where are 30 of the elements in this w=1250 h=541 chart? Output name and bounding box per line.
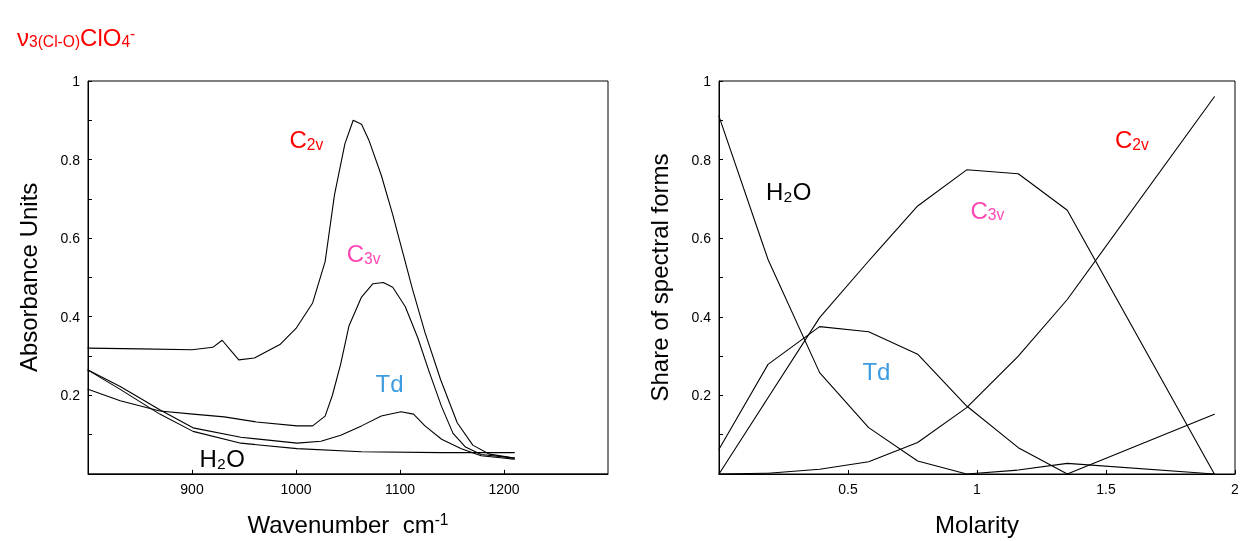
x-tick-label: 0.5 xyxy=(838,481,858,497)
x-tick-label: 1.5 xyxy=(1096,481,1116,497)
x-tick-label: 1 xyxy=(973,481,982,497)
series-label: H₂O xyxy=(199,444,245,472)
series-label: C3v xyxy=(970,197,1005,225)
x-axis-title: Molarity xyxy=(934,510,1020,538)
y-tick-label: 0.8 xyxy=(691,151,712,168)
x-tick-label: 1200 xyxy=(488,480,520,497)
series-label: C3v xyxy=(346,240,381,268)
y-tick-label: 0.2 xyxy=(60,387,81,404)
series-label: H₂O xyxy=(766,177,812,205)
chart-title: ν3(Cl-O)ClO4- xyxy=(17,23,136,51)
y-tick-label: 0.2 xyxy=(691,387,712,404)
y-tick-label: 1 xyxy=(703,73,712,89)
y-axis-title: Absorbance Units xyxy=(14,182,42,373)
x-tick-label: 1100 xyxy=(384,480,416,497)
series-label: Td xyxy=(862,358,891,386)
x-tick-label: 1000 xyxy=(280,480,312,497)
series-label: C2v xyxy=(1114,126,1149,154)
y-tick-label: 0.4 xyxy=(691,308,712,325)
series-label: C2v xyxy=(289,126,324,154)
x-tick-label: 2 xyxy=(1231,481,1240,497)
y-axis-title: Share of spectral forms xyxy=(645,153,673,402)
x-tick-label: 900 xyxy=(180,480,204,497)
y-tick-label: 0.6 xyxy=(691,230,712,247)
series-label: Td xyxy=(375,369,404,397)
y-tick-label: 0.8 xyxy=(60,151,81,168)
y-tick-label: 0.4 xyxy=(60,308,81,325)
y-tick-label: 0.6 xyxy=(60,230,81,247)
y-tick-label: 1 xyxy=(72,73,81,89)
